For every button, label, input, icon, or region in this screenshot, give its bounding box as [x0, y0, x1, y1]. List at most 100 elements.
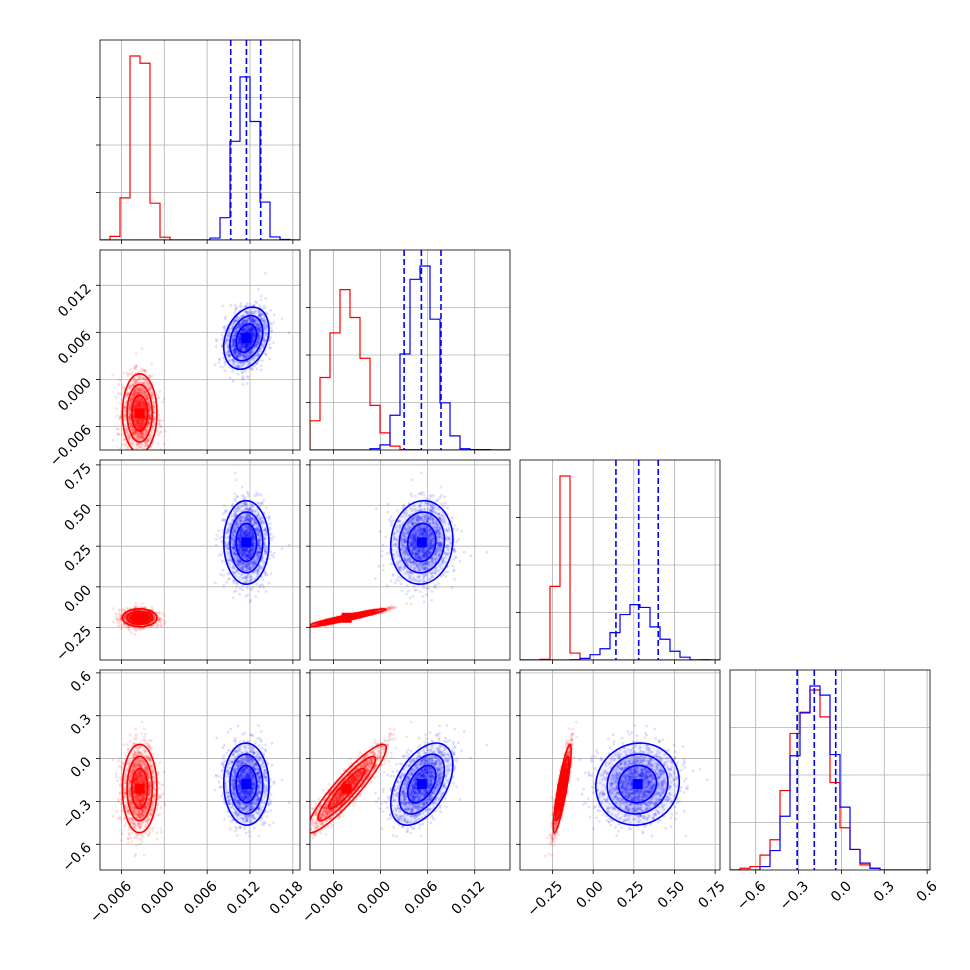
scatter-point [134, 422, 138, 426]
scatter-point [127, 626, 131, 630]
scatter-point [267, 346, 271, 350]
scatter-point [259, 330, 263, 333]
scatter-point [251, 331, 255, 335]
scatter-point [229, 303, 233, 307]
scatter-point [135, 420, 139, 424]
scatter-point [122, 371, 125, 375]
scatter-point [133, 404, 136, 407]
scatter-point [142, 432, 145, 436]
scatter-point [139, 405, 143, 409]
scatter-point [136, 421, 140, 425]
scatter-point [135, 419, 139, 423]
scatter-point [139, 451, 142, 454]
scatter-point [129, 396, 133, 400]
scatter-point [252, 327, 255, 331]
scatter-point [243, 328, 247, 332]
scatter-point [247, 344, 251, 348]
scatter-point [132, 376, 136, 380]
scatter-point [144, 393, 148, 397]
scatter-point [134, 402, 137, 406]
scatter-point [125, 431, 129, 435]
scatter-point [146, 396, 149, 400]
scatter-point [138, 404, 142, 407]
scatter-point [243, 319, 247, 322]
scatter-point [129, 451, 132, 454]
scatter-point [133, 366, 137, 370]
scatter-point [241, 321, 245, 324]
panel-frame [729, 669, 931, 871]
scatter-point [142, 419, 146, 423]
scatter-point [133, 418, 136, 422]
scatter-point [140, 386, 144, 390]
scatter-point [134, 431, 138, 435]
scatter-point [232, 342, 235, 346]
scatter-point [254, 323, 258, 327]
scatter-point [244, 310, 248, 314]
scatter-point [136, 421, 139, 425]
scatter-point [148, 417, 152, 421]
scatter-point [238, 332, 242, 335]
scatter-point [237, 353, 240, 356]
scatter-point [138, 425, 142, 429]
scatter-point [245, 319, 249, 323]
scatter-point [134, 455, 137, 458]
scatter-point [135, 434, 139, 438]
scatter-point [256, 328, 260, 331]
scatter-point [137, 422, 141, 425]
scatter-point [240, 342, 244, 346]
scatter-point [249, 310, 253, 314]
scatter-point [138, 434, 142, 437]
scatter-point [136, 397, 140, 401]
scatter-point [136, 424, 140, 427]
scatter-point [247, 342, 251, 346]
scatter-point [243, 348, 246, 352]
scatter-point [224, 315, 227, 319]
scatter-point [238, 335, 242, 339]
grid-lines [100, 40, 300, 240]
scatter-point [140, 402, 144, 406]
scatter-point [134, 419, 138, 423]
scatter-point [226, 333, 229, 337]
scatter-point [231, 345, 235, 348]
scatter-point [147, 411, 151, 415]
scatter-point [130, 473, 133, 476]
scatter-point [134, 378, 138, 382]
scatter-point [238, 338, 242, 342]
y-tick-label: 0.012 [55, 281, 95, 321]
scatter-point [244, 305, 248, 309]
scatter-point [132, 431, 136, 434]
scatter-point [128, 436, 132, 439]
scatter-point [142, 387, 146, 391]
scatter-point [140, 420, 144, 424]
scatter-point [244, 343, 248, 347]
scatter-point [240, 348, 244, 352]
scatter-point [240, 321, 244, 325]
scatter-point [129, 395, 133, 399]
scatter-point [146, 381, 150, 385]
scatter-point [255, 320, 258, 324]
scatter-point [249, 318, 252, 322]
scatter-point [142, 393, 146, 397]
scatter-point [160, 624, 163, 628]
scatter-point [139, 389, 143, 393]
scatter-point [130, 397, 133, 400]
scatter-point [224, 361, 228, 364]
scatter-point [138, 400, 142, 404]
scatter-point [138, 402, 142, 406]
scatter-point [135, 391, 139, 395]
scatter-point [148, 416, 152, 419]
scatter-point [237, 365, 241, 368]
scatter-point [138, 400, 141, 404]
scatter-point [139, 424, 143, 428]
scatter-point [127, 409, 131, 412]
scatter-point [244, 342, 248, 346]
scatter-point [119, 416, 122, 419]
scatter-point [249, 320, 253, 324]
scatter-point [124, 407, 128, 410]
scatter-point [134, 422, 138, 426]
scatter-point [226, 347, 230, 351]
scatter-point [130, 398, 134, 402]
scatter-point [262, 340, 266, 344]
scatter-point [138, 404, 142, 408]
scatter-point [257, 333, 261, 337]
